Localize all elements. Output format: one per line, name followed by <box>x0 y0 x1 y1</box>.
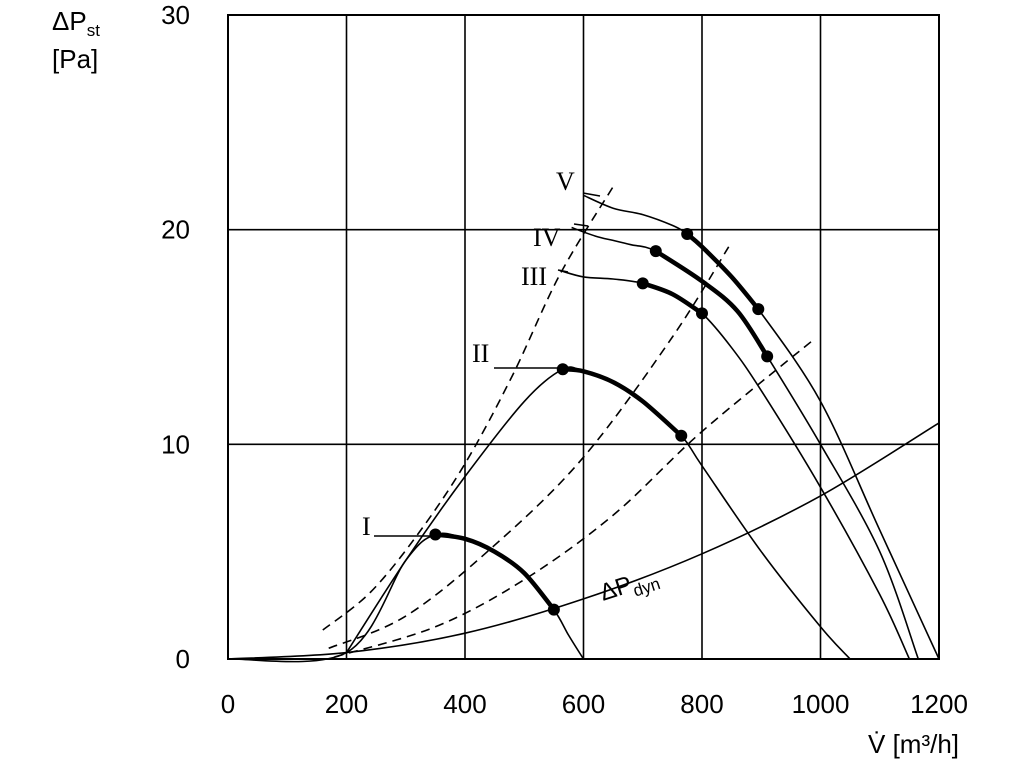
x-tick-label: 1000 <box>792 689 850 719</box>
curve-i <box>227 532 585 663</box>
operating-point-iv-start <box>649 245 662 258</box>
x-tick-label: 800 <box>680 689 723 719</box>
grid <box>227 14 940 660</box>
leader-iv <box>573 223 589 227</box>
y-axis-title: ΔPst <box>52 6 100 40</box>
x-tick-label: 600 <box>562 689 605 719</box>
label-ii: II <box>472 339 489 368</box>
y-tick-label: 10 <box>161 429 190 459</box>
dyn-symbol: ΔP <box>597 571 636 607</box>
operating-point-ii-start <box>556 363 569 376</box>
operating-point-v-start <box>681 227 694 240</box>
leader-v <box>582 192 601 197</box>
operating-range-v <box>684 231 761 312</box>
operating-point-i-start <box>429 528 442 541</box>
x-tick-label: 200 <box>325 689 368 719</box>
operating-point-i-end <box>547 603 560 616</box>
y-axis-unit: [Pa] <box>52 44 98 74</box>
system-curve-1 <box>322 186 614 631</box>
operating-range-iii <box>640 281 705 316</box>
operating-point-iii-start <box>636 277 649 290</box>
label-i: I <box>362 512 371 541</box>
tick-labels: 0 200 400 600 800 1000 1200 0 10 20 30 <box>161 0 968 719</box>
x-tick-label: 0 <box>221 689 235 719</box>
dyn-subscript: dyn <box>631 574 663 601</box>
x-tick-label: 400 <box>443 689 486 719</box>
x-tick-label: 1200 <box>910 689 968 719</box>
x-axis-title: V̇ [m³/h] <box>868 729 959 759</box>
operating-range-i <box>433 532 557 612</box>
y-tick-label: 30 <box>161 0 190 30</box>
label-iv: IV <box>533 223 561 252</box>
operating-point-iii-end <box>696 307 708 320</box>
operating-range-ii <box>560 366 684 438</box>
operating-point-v-end <box>752 303 765 316</box>
y-tick-label: 0 <box>176 644 190 674</box>
operating-point-ii-end <box>675 429 688 442</box>
operating-point-iv-end <box>761 350 774 363</box>
curve-dpdyn <box>227 422 940 660</box>
curve-labels: V IV III II I ΔPdyn <box>362 167 663 611</box>
y-tick-label: 20 <box>161 215 190 245</box>
operating-range-iv <box>653 248 770 359</box>
curve-iii <box>559 269 911 660</box>
system-curve-3 <box>334 340 813 658</box>
system-curve-2 <box>328 246 730 650</box>
y-axis-symbol: ΔP <box>52 6 87 36</box>
label-v: V <box>556 167 575 196</box>
y-axis-subscript: st <box>87 21 101 40</box>
system-curves <box>322 186 813 658</box>
operating-ranges <box>429 227 774 616</box>
label-iii: III <box>521 262 547 291</box>
leader-iii <box>557 269 569 273</box>
label-dpdyn: ΔPdyn <box>597 563 663 611</box>
